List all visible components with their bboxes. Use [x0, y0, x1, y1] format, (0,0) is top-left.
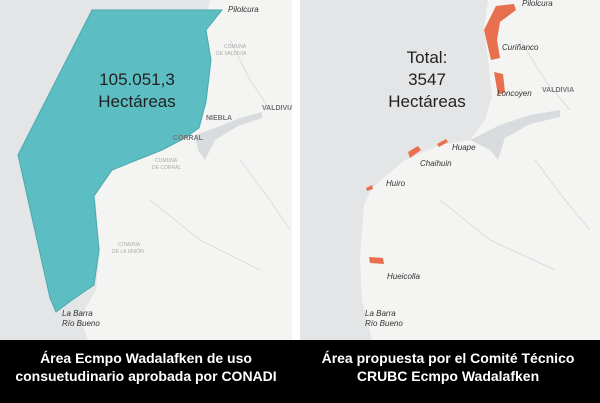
- city-label: VALDIVIA: [262, 105, 294, 112]
- area-polygon: [17, 9, 224, 313]
- area-polygon: [494, 72, 505, 95]
- divider: [292, 0, 300, 340]
- caption: CRUBC Ecmpo Wadalafken: [357, 368, 539, 384]
- roads: [149, 39, 291, 271]
- area-total: 105.051,3: [99, 70, 175, 89]
- place-label: Pilolcura: [522, 0, 553, 8]
- roads: [439, 39, 591, 271]
- place-label: Río Bueno: [365, 319, 403, 328]
- place-label: Huiro: [386, 179, 406, 188]
- right-map: Pilolcura Curiñanco Loncoyen VALDIVIA Hu…: [300, 0, 600, 340]
- land: [360, 0, 600, 340]
- comuna-label: DE VALDIVIA: [216, 51, 247, 57]
- area-unit: Hectáreas: [388, 92, 465, 111]
- place-label: La Barra: [62, 309, 93, 318]
- comuna-label: DE CORRAL: [152, 165, 181, 171]
- area-unit: Hectáreas: [98, 92, 175, 111]
- place-label: Pilolcura: [228, 5, 259, 14]
- caption: Área propuesta por el Comité Técnico: [322, 350, 575, 366]
- area-polygon: [484, 4, 516, 60]
- left-map: Pilolcura COMUNA DE VALDIVIA VALDIVIA NI…: [0, 0, 294, 340]
- caption: Área Ecmpo Wadalafken de uso: [40, 350, 252, 366]
- city-label: CORRAL: [173, 135, 204, 142]
- area-total-label: Total:: [407, 48, 448, 67]
- city-label: VALDIVIA: [542, 87, 574, 94]
- comuna-label: COMUNA: [118, 242, 141, 248]
- place-label: Huape: [452, 143, 476, 152]
- caption: consuetudinario aprobada por CONADI: [15, 368, 276, 384]
- area-polygon: [366, 185, 373, 191]
- comuna-label: DE LA UNIÓN: [112, 248, 144, 255]
- place-label: Chaihuin: [420, 159, 452, 168]
- city-label: NIEBLA: [206, 115, 232, 122]
- place-label: Hueicolla: [387, 272, 420, 281]
- place-label: La Barra: [365, 309, 396, 318]
- area-total: 3547: [408, 70, 446, 89]
- area-polygon: [369, 257, 384, 264]
- place-label: Curiñanco: [502, 43, 539, 52]
- place-label: Loncoyen: [497, 89, 532, 98]
- estuary: [470, 110, 560, 160]
- estuary: [195, 112, 262, 160]
- comuna-label: COMUNA: [155, 158, 178, 164]
- comuna-label: COMUNA: [224, 44, 247, 50]
- place-label: Río Bueno: [62, 319, 100, 328]
- area-polygon: [437, 139, 448, 147]
- land: [80, 0, 292, 340]
- area-polygon: [408, 146, 421, 158]
